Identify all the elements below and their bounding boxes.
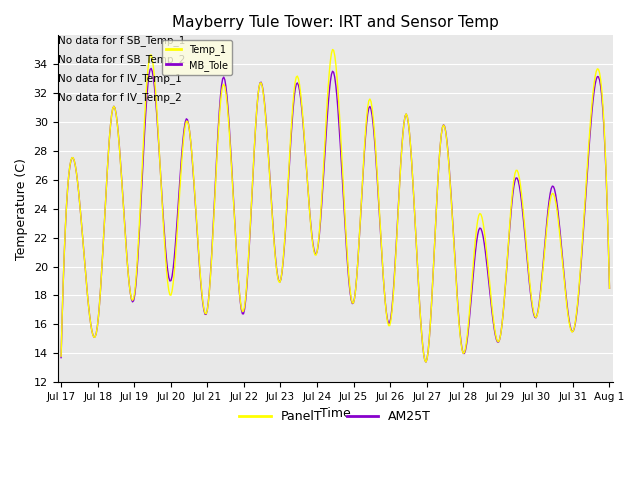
Title: Mayberry Tule Tower: IRT and Sensor Temp: Mayberry Tule Tower: IRT and Sensor Temp <box>172 15 499 30</box>
Text: No data for f SB_Temp_1: No data for f SB_Temp_1 <box>58 36 185 46</box>
X-axis label: Time: Time <box>320 408 351 420</box>
Text: No data for f SB_Temp_2: No data for f SB_Temp_2 <box>58 54 185 65</box>
Y-axis label: Temperature (C): Temperature (C) <box>15 158 28 260</box>
Text: No data for f IV_Temp_2: No data for f IV_Temp_2 <box>58 93 181 104</box>
Legend: PanelT, AM25T: PanelT, AM25T <box>234 405 436 428</box>
Text: No data for f IV_Temp_1: No data for f IV_Temp_1 <box>58 73 181 84</box>
